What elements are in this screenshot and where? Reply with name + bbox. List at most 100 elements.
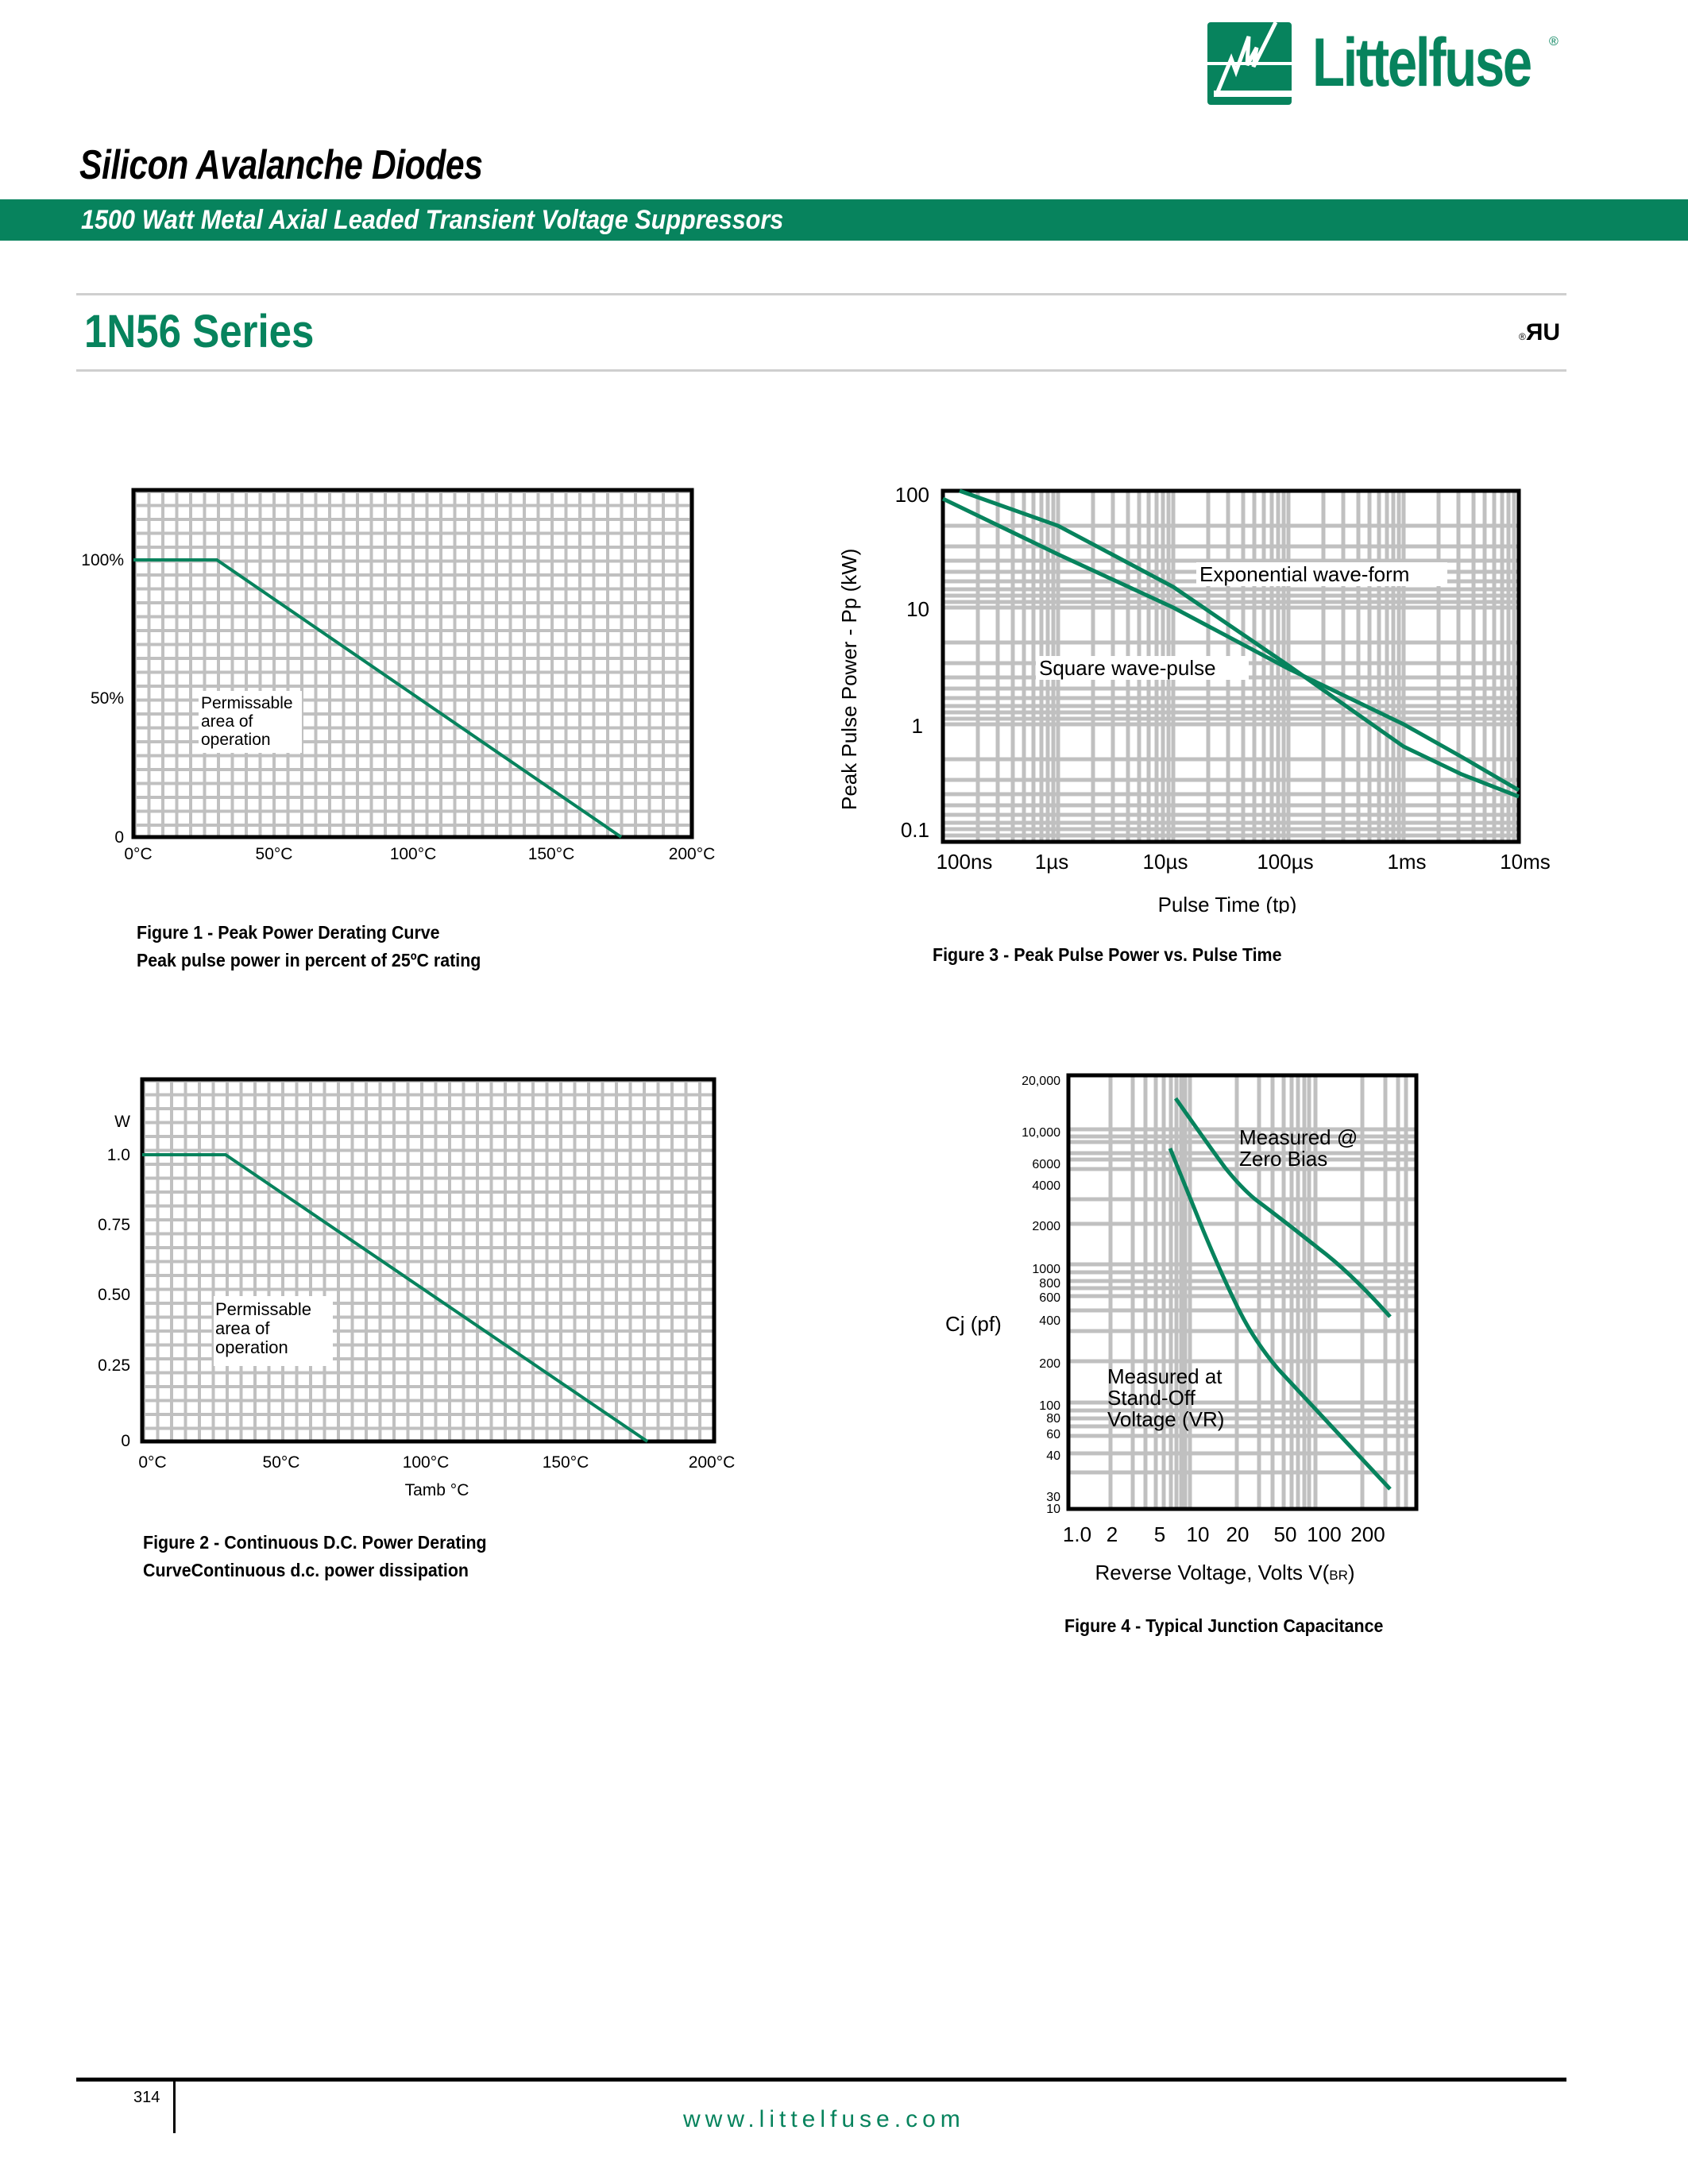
svg-text:800: 800: [1039, 1277, 1060, 1291]
figure-2-x-label: Tamb °C: [405, 1481, 469, 1499]
svg-text:1: 1: [912, 714, 923, 738]
svg-text:1.0: 1.0: [1063, 1522, 1091, 1546]
svg-text:0.50: 0.50: [98, 1286, 130, 1304]
figure-2-chart: Permissable area of operation W 1.0 0.75…: [98, 1077, 735, 1499]
svg-text:200: 200: [1350, 1522, 1385, 1546]
svg-text:50%: 50%: [91, 689, 124, 708]
svg-text:400: 400: [1039, 1314, 1060, 1328]
svg-text:area of: area of: [201, 712, 253, 731]
svg-text:2: 2: [1107, 1522, 1118, 1546]
series-top-rule: [76, 293, 1566, 295]
svg-text:10: 10: [906, 597, 929, 621]
svg-text:150°C: 150°C: [528, 845, 575, 863]
document-title: Silicon Avalanche Diodes: [79, 142, 483, 188]
figure-3-x-ticks: 100ns 1µs 10µs 100µs 1ms 10ms: [937, 850, 1551, 874]
figure-4-standoff-label-1: Measured at: [1107, 1364, 1223, 1388]
svg-text:0°C: 0°C: [124, 845, 152, 863]
svg-text:10,000: 10,000: [1022, 1126, 1060, 1140]
svg-text:100ns: 100ns: [937, 850, 993, 874]
svg-text:60: 60: [1046, 1428, 1060, 1441]
svg-text:200°C: 200°C: [689, 1453, 736, 1472]
figure-1-y-ticks: 100% 50% 0: [81, 551, 124, 847]
svg-text:100°C: 100°C: [390, 845, 437, 863]
svg-text:80: 80: [1046, 1412, 1060, 1426]
svg-text:operation: operation: [201, 731, 271, 749]
figure-4-x-ticks: 1.0 2 5 10 20 50 100 200: [1063, 1522, 1385, 1546]
svg-text:100: 100: [895, 483, 929, 507]
figure-4-y-ticks: 20,000 10,000 6000 4000 2000 1000 800 60…: [1022, 1075, 1060, 1516]
littelfuse-logo: Littelfuse ®: [1207, 17, 1565, 106]
svg-text:50°C: 50°C: [256, 845, 293, 863]
figure-4-frame: [1066, 1073, 1419, 1511]
svg-text:200°C: 200°C: [669, 845, 716, 863]
svg-text:40: 40: [1046, 1449, 1060, 1463]
svg-text:100µs: 100µs: [1257, 850, 1313, 874]
svg-text:20: 20: [1226, 1522, 1250, 1546]
svg-text:0.1: 0.1: [901, 818, 929, 842]
brand-name: Littelfuse: [1312, 25, 1532, 101]
svg-text:1ms: 1ms: [1387, 850, 1426, 874]
svg-text:10ms: 10ms: [1500, 850, 1551, 874]
figure-1-grid: [133, 490, 692, 837]
figure-1-x-ticks: 0°C 50°C 100°C 150°C 200°C: [124, 845, 715, 863]
figure-3-square-curve: [941, 496, 1520, 793]
footer-divider: [173, 2079, 176, 2133]
brand-registered-mark: ®: [1549, 35, 1559, 48]
svg-text:W: W: [114, 1113, 130, 1131]
svg-text:100%: 100%: [81, 551, 124, 569]
svg-text:100°C: 100°C: [403, 1453, 450, 1472]
figure-2-grid: [142, 1079, 714, 1441]
page-number: 314: [133, 2089, 160, 2106]
figure-1-derating-line: [133, 558, 623, 839]
svg-text:4000: 4000: [1032, 1179, 1060, 1193]
figure-4-standoff-label-3: Voltage (VR): [1107, 1407, 1224, 1431]
svg-text:area of: area of: [215, 1318, 270, 1338]
svg-text:200: 200: [1039, 1357, 1060, 1371]
figure-4-x-label: Reverse Voltage, Volts V(BR): [1095, 1561, 1354, 1584]
figure-3-caption: Figure 3 - Peak Pulse Power vs. Pulse Ti…: [933, 944, 1282, 965]
figure-3-y-label: Peak Pulse Power - Pp (kW): [837, 549, 861, 810]
figure-1-chart: Permissable area of operation 100% 50% 0…: [81, 488, 715, 863]
figure-2-x-ticks: 0°C 50°C 100°C 150°C 200°C: [138, 1453, 735, 1472]
svg-text:1000: 1000: [1032, 1263, 1060, 1276]
figure-1-subcaption: Peak pulse power in percent of 25ºC rati…: [137, 950, 481, 970]
svg-text:0.25: 0.25: [98, 1356, 130, 1375]
svg-text:30: 30: [1046, 1491, 1060, 1504]
svg-text:10µs: 10µs: [1143, 850, 1188, 874]
figure-3-y-ticks: 100 10 1 0.1: [895, 483, 929, 842]
footer-rule: [76, 2078, 1566, 2082]
figure-3-x-label: Pulse Time (tp): [1158, 893, 1297, 913]
svg-text:0: 0: [114, 828, 124, 847]
figure-3-exp-label: Exponential wave-form: [1199, 562, 1409, 586]
series-bottom-rule: [76, 369, 1566, 372]
figure-2-caption: Figure 2 - Continuous D.C. Power Deratin…: [143, 1532, 487, 1553]
figure-4-caption: Figure 4 - Typical Junction Capacitance: [1064, 1615, 1384, 1636]
figure-4-zero-bias-curve: [1173, 1097, 1392, 1318]
figure-2-y-ticks: W 1.0 0.75 0.50 0.25 0: [98, 1113, 130, 1450]
figure-4-chart: Measured @ Zero Bias Measured at Stand-O…: [945, 1073, 1419, 1584]
figure-1-caption: Figure 1 - Peak Power Derating Curve: [137, 922, 440, 943]
figure-4-standoff-curve: [1168, 1148, 1392, 1491]
series-title: 1N56 Series: [84, 306, 315, 357]
figure-2-derating-line: [142, 1153, 649, 1443]
website-link[interactable]: www.littelfuse.com: [683, 2106, 965, 2132]
svg-text:20,000: 20,000: [1022, 1075, 1060, 1088]
svg-text:1.0: 1.0: [107, 1146, 130, 1164]
svg-text:operation: operation: [215, 1337, 288, 1357]
figure-1-frame: [131, 488, 694, 839]
subtitle-band: [0, 199, 1688, 241]
svg-text:10: 10: [1187, 1522, 1210, 1546]
svg-text:50°C: 50°C: [263, 1453, 300, 1472]
svg-text:2000: 2000: [1032, 1220, 1060, 1233]
figure-4-zero-bias-label-1: Measured @: [1239, 1125, 1358, 1149]
littelfuse-logo-icon: [1207, 22, 1292, 105]
svg-text:Permissable: Permissable: [215, 1299, 311, 1319]
figure-4-grid: [1068, 1075, 1416, 1509]
svg-text:600: 600: [1039, 1291, 1060, 1305]
figure-3-chart: Exponential wave-form Square wave-pulse …: [837, 483, 1551, 913]
svg-text:100: 100: [1307, 1522, 1341, 1546]
svg-text:10: 10: [1046, 1503, 1060, 1516]
svg-text:0: 0: [121, 1432, 130, 1450]
svg-text:0°C: 0°C: [138, 1453, 166, 1472]
figure-3-frame: [941, 488, 1521, 844]
